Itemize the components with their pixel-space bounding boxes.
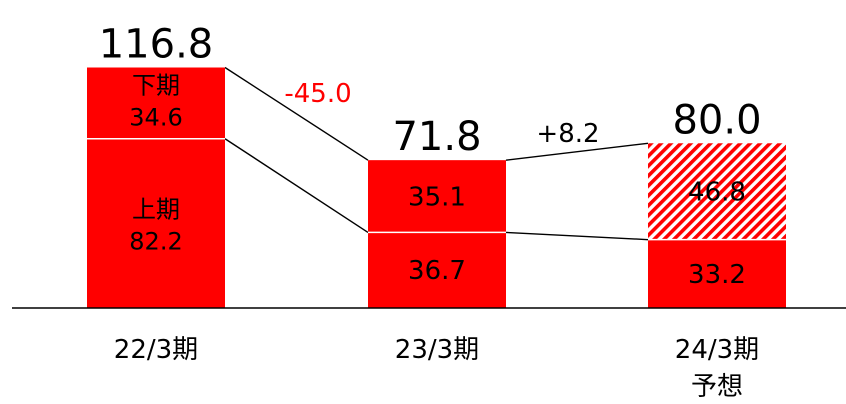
segment-value-2-first-half: 33.2 [688,260,746,290]
change-label-1: +8.2 [536,119,599,149]
bar-1-second-half [368,160,506,233]
total-label-0: 116.8 [99,22,214,68]
category-label-1: 23/3期 [395,335,479,365]
bar-1-first-half [368,232,506,308]
connector-top-1 [505,142,649,161]
category-sublabel-2: 予想 [691,372,743,402]
segment-name-first-half: 上期 [132,195,180,223]
bar-2-first-half [648,239,786,308]
segment-value-1-second-half: 35.1 [408,182,466,212]
category-label-2: 24/3期 [675,335,759,365]
bar-2-second-half [648,143,786,240]
segment-value-0-first-half: 82.2 [129,227,182,255]
change-label-0: -45.0 [284,79,351,109]
bar-0-second-half [87,67,225,139]
connector-mid-1 [505,231,649,241]
category-label-0: 22/3期 [114,335,198,365]
segment-value-0-second-half: 34.6 [129,104,182,132]
labels: 下期 34.6 上期 82.2 35.1 36.7 46.8 33.2 116.8 71.8 80.… [99,22,762,403]
connector-top-0 [224,66,369,161]
total-label-2: 80.0 [672,97,761,143]
connector-lines [224,66,649,241]
bars [87,67,786,308]
bar-0-first-half [87,138,225,308]
segment-value-1-first-half: 36.7 [408,256,466,286]
segment-value-2-second-half: 46.8 [688,177,746,207]
connector-mid-0 [224,138,369,234]
segment-name-second-half: 下期 [132,72,180,100]
total-label-1: 71.8 [392,114,481,160]
